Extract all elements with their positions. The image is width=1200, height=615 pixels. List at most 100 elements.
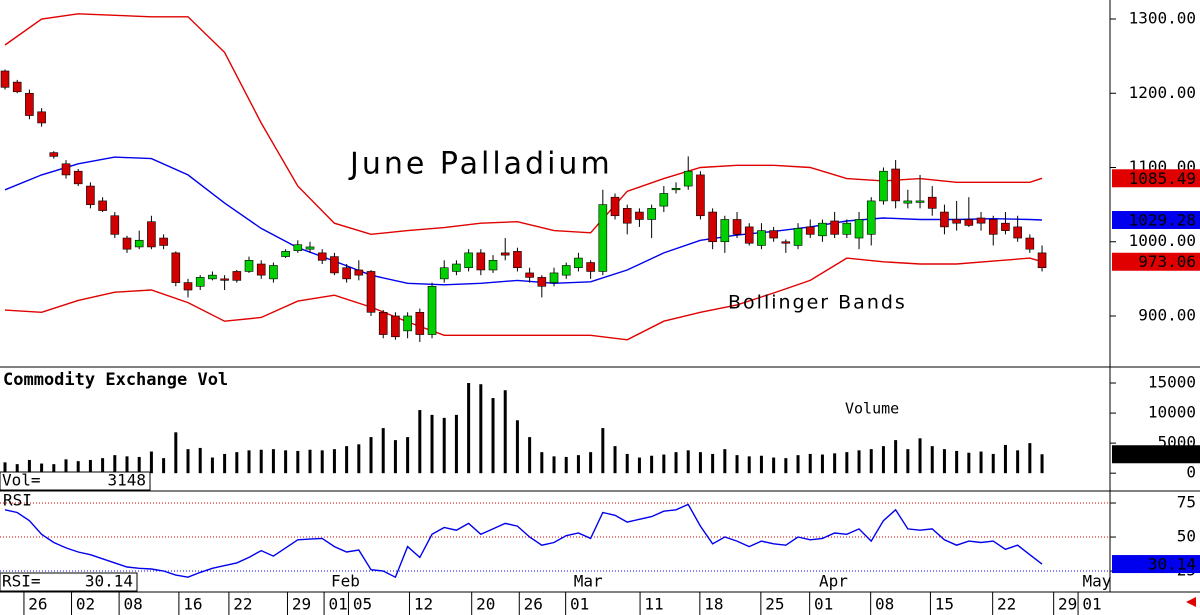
candle-body <box>818 222 827 237</box>
chart-layer: 1300.001200.001100.001000.00900.001085.4… <box>0 9 1200 615</box>
volume-bar <box>479 384 483 474</box>
candle-body <box>342 267 351 280</box>
volume-bar <box>113 455 117 474</box>
chart-title: June Palladium <box>348 147 613 182</box>
volume-bar <box>137 456 141 474</box>
candle-body <box>317 252 327 261</box>
volume-bar <box>27 459 31 474</box>
candle-body <box>403 315 412 332</box>
value-box <box>1112 555 1200 574</box>
candle-body <box>781 241 791 244</box>
candle-body <box>110 215 120 235</box>
candle-body <box>671 187 681 191</box>
x-tick-label: 26 <box>28 595 47 614</box>
candle-body <box>903 200 913 204</box>
candle-body <box>220 278 229 281</box>
volume-bar <box>64 459 68 474</box>
candle-body <box>378 311 388 335</box>
volume-bar <box>1016 450 1020 474</box>
x-tick-label: 22 <box>233 595 252 614</box>
volume-bar <box>528 437 532 474</box>
band-line <box>4 257 1043 341</box>
candle-body <box>488 260 498 271</box>
volume-bar <box>259 449 263 474</box>
candle-body <box>134 239 144 248</box>
volume-bar <box>845 452 849 474</box>
volume-bar <box>735 455 739 474</box>
candle-body <box>708 211 717 243</box>
volume-bar <box>284 450 288 474</box>
volume-bar <box>906 449 910 474</box>
volume-bar <box>308 449 312 474</box>
volume-bar <box>52 464 56 474</box>
candle-body <box>159 237 168 246</box>
y-tick-label: 0 <box>1186 463 1196 482</box>
volume-bar <box>491 398 495 474</box>
y-tick-label: 1200.00 <box>1129 83 1196 102</box>
band-line <box>4 13 1043 236</box>
value-label: 973.06 <box>1138 252 1196 271</box>
x-tick-label: 08 <box>123 595 142 614</box>
month-label: Feb <box>331 572 360 591</box>
value-box <box>1112 211 1200 230</box>
y-tick-label: 10000 <box>1148 403 1196 422</box>
candle-body <box>830 220 839 235</box>
volume-bar <box>564 456 568 474</box>
candle-body <box>86 185 95 205</box>
volume-bar <box>393 440 397 474</box>
volume-bar <box>747 456 751 474</box>
volume-bar <box>576 455 580 474</box>
panel-title: Commodity Exchange Vol <box>3 370 228 390</box>
volume-bar <box>625 453 629 474</box>
candle-body <box>122 237 132 250</box>
scroll-arrow[interactable] <box>1186 597 1196 607</box>
x-tick-label: 16 <box>183 595 202 614</box>
volume-bar <box>442 417 446 474</box>
candle-body <box>744 226 754 244</box>
candle-body <box>1013 226 1022 239</box>
volume-bar <box>881 446 885 474</box>
volume-bar <box>796 455 800 474</box>
volume-bar <box>515 420 519 474</box>
volume-bar <box>88 459 92 474</box>
x-tick-label: 05 <box>353 595 372 614</box>
candle-body <box>635 211 644 220</box>
month-label: Mar <box>574 572 603 591</box>
volume-bar <box>857 450 861 474</box>
candle-body <box>452 263 461 272</box>
x-tick-label: 02 <box>76 595 95 614</box>
x-tick-label: 29 <box>1058 595 1077 614</box>
candle-body <box>1037 252 1047 269</box>
candle-body <box>866 200 876 235</box>
volume-bar <box>759 455 763 474</box>
volume-bar <box>552 456 556 474</box>
readout-value: 30.14 <box>85 572 133 591</box>
candle-body <box>537 277 547 287</box>
volume-bar <box>942 449 946 474</box>
candle-body <box>891 168 900 202</box>
value-label: 3148 <box>1157 445 1196 464</box>
panel-title: RSI <box>3 491 32 510</box>
volume-bar <box>125 456 129 474</box>
volume-bar <box>955 450 959 474</box>
candle-body <box>427 285 437 335</box>
candle-body <box>940 211 949 228</box>
volume-bar <box>271 449 275 474</box>
x-tick-label: 08 <box>875 595 894 614</box>
candle-body <box>805 226 815 235</box>
value-box <box>1112 445 1200 464</box>
candle-body <box>964 219 974 226</box>
volume-bar <box>101 458 105 474</box>
candle-body <box>25 92 34 116</box>
volume-bar <box>1003 444 1007 474</box>
volume-bar <box>967 452 971 474</box>
candle-body <box>49 152 59 157</box>
candle-body <box>927 196 937 209</box>
candle-body <box>98 200 107 211</box>
x-tick-label: 01 <box>328 595 347 614</box>
volume-bar <box>650 455 654 474</box>
y-tick-label: 1000.00 <box>1129 231 1196 250</box>
candle-body <box>610 196 620 217</box>
